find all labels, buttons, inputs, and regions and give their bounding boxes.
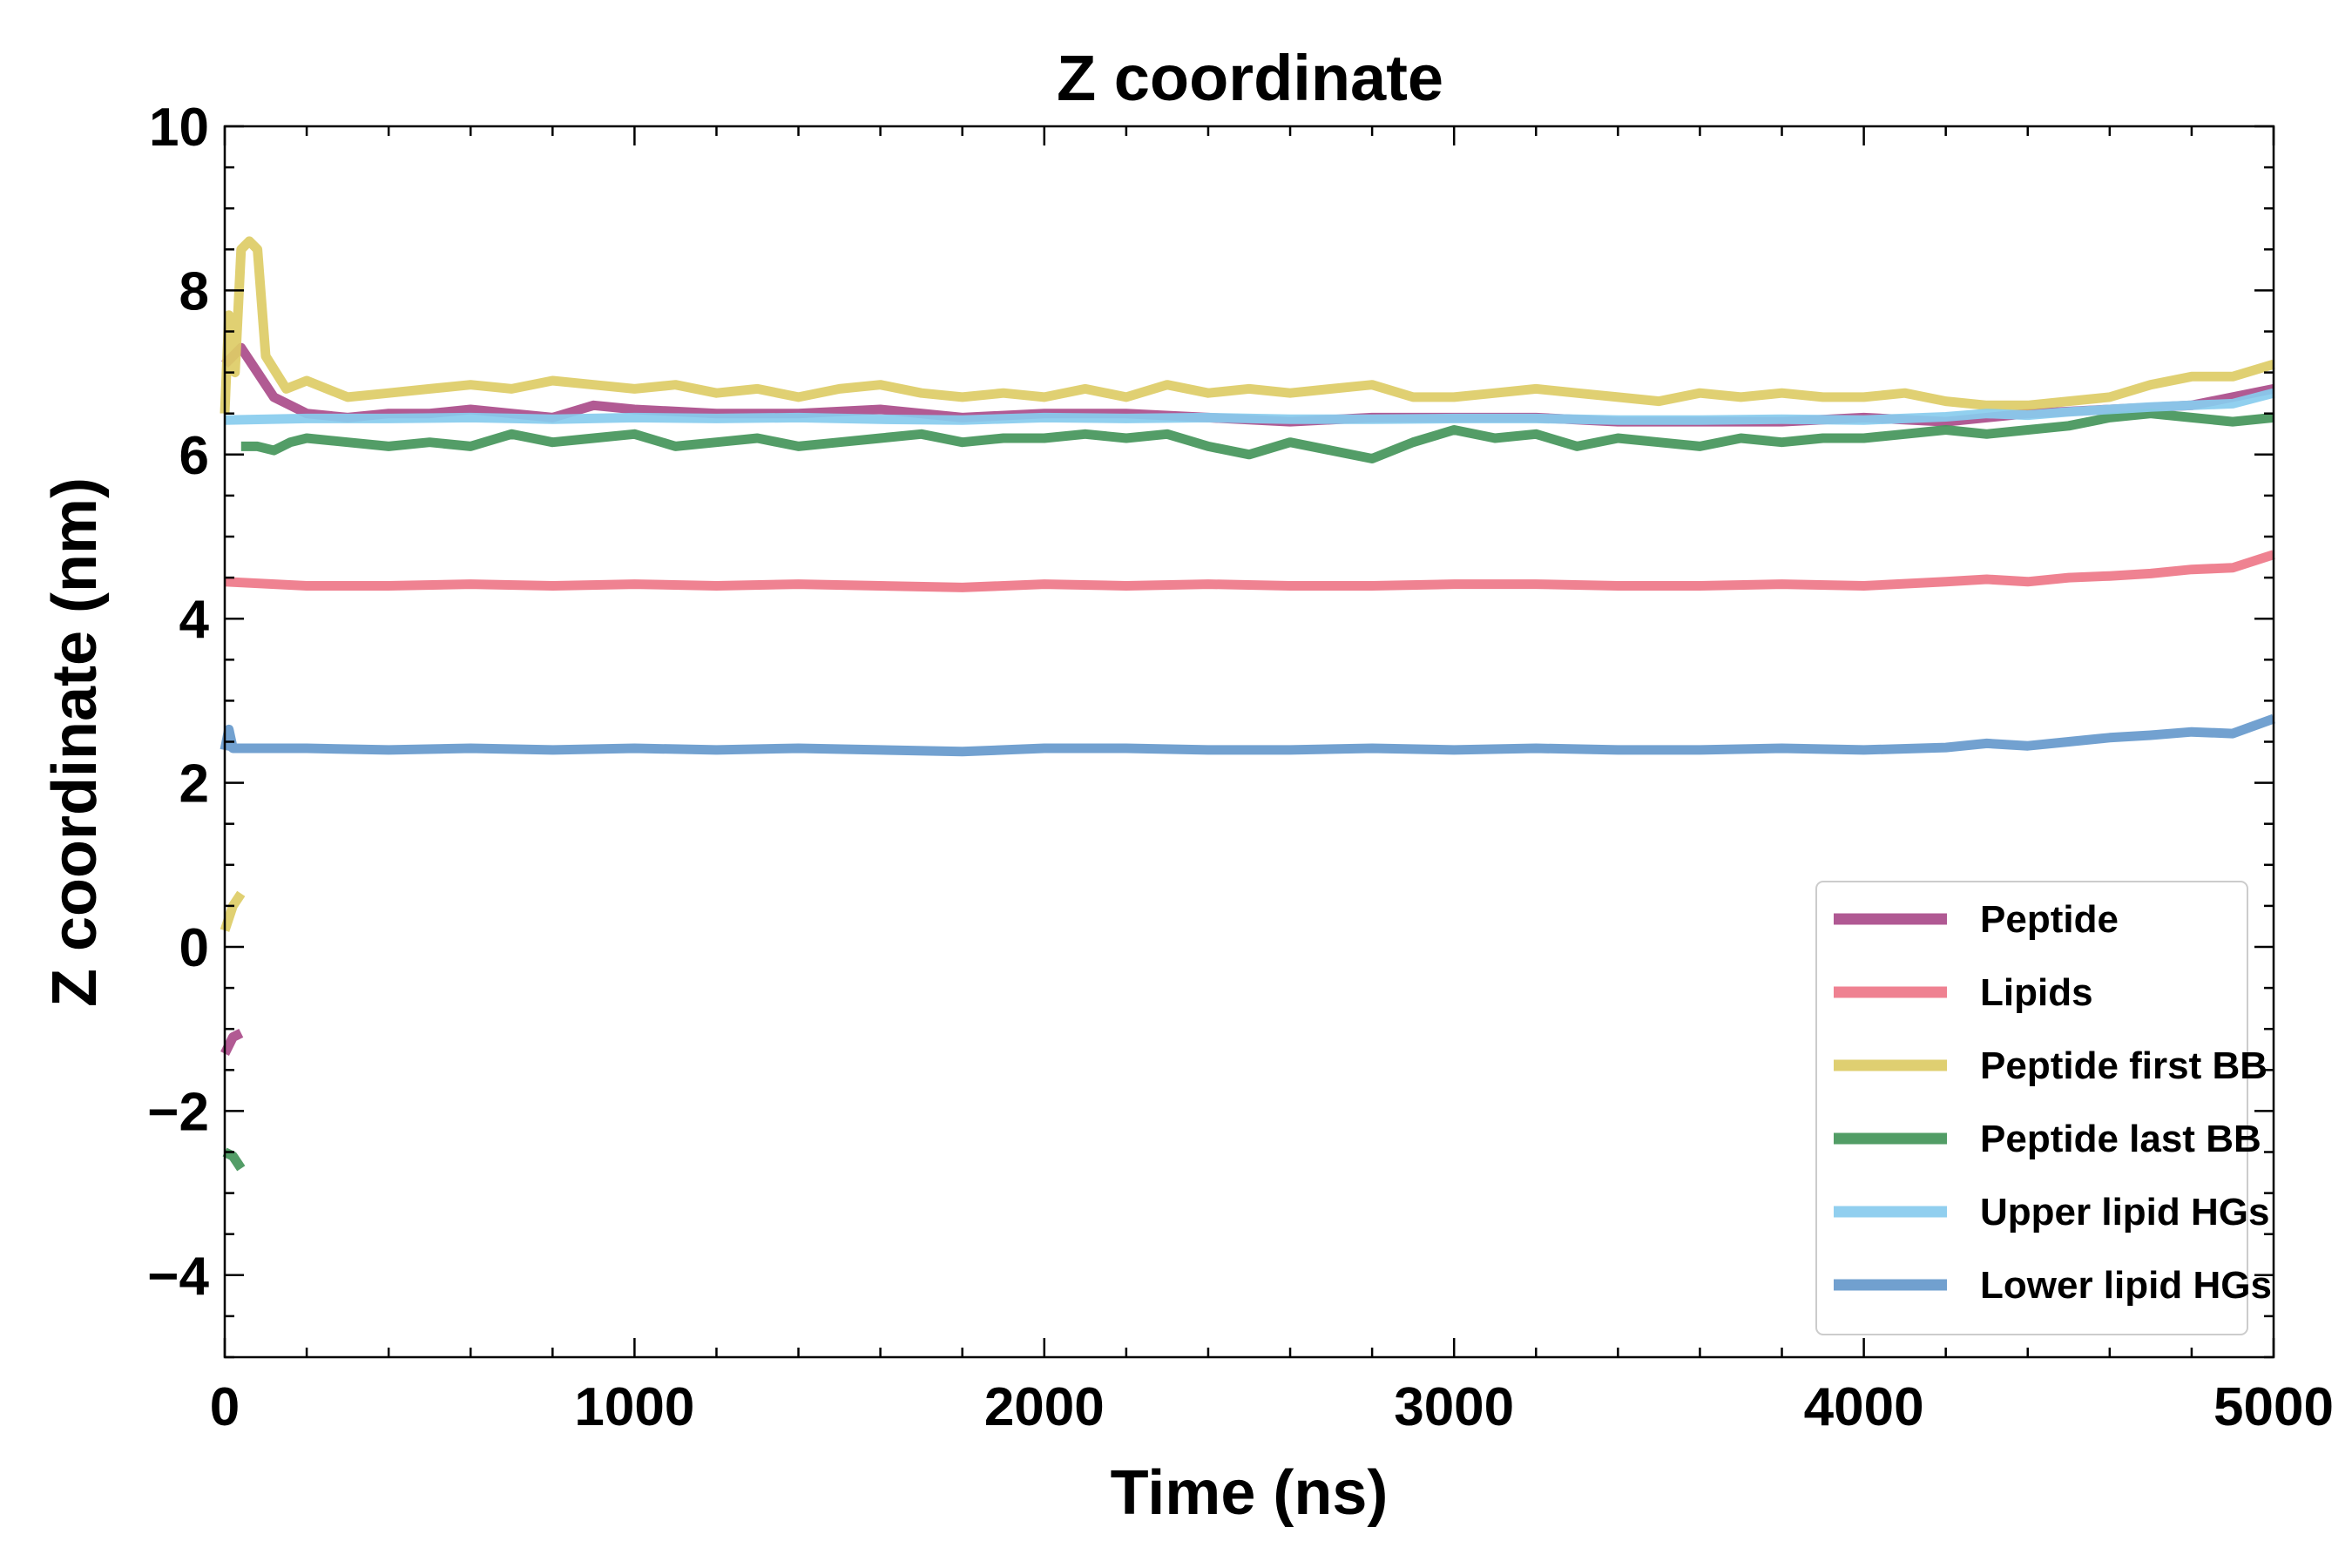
series-line-1-0 [224, 550, 2275, 592]
series-line-3-0 [222, 1147, 246, 1172]
y-tick-label: 10 [149, 98, 209, 158]
x-tick-label: 4000 [1804, 1377, 1924, 1437]
x-tick-label: 3000 [1394, 1377, 1514, 1437]
plot-frame [223, 125, 2275, 1359]
series-line-2-1 [220, 236, 2275, 414]
y-tick-label: 8 [179, 261, 209, 321]
x-axis-label: Time (ns) [1111, 1458, 1389, 1528]
x-tick-label: 2000 [984, 1377, 1105, 1437]
series-line-5-0 [220, 713, 2275, 757]
series-line-4-0 [224, 388, 2275, 425]
chart-title: Z coordinate [1057, 42, 1443, 114]
y-tick-label: 4 [179, 590, 210, 650]
y-tick-label: 6 [179, 426, 209, 486]
series-3 [222, 409, 2274, 1172]
series-line-3-1 [240, 409, 2274, 463]
y-tick-label: −4 [147, 1247, 209, 1307]
x-tick-label: 5000 [2213, 1377, 2334, 1437]
series-1 [224, 550, 2275, 592]
legend-label: Lower lipid HGs [1980, 1264, 2272, 1307]
legend-label: Peptide last BB [1980, 1118, 2261, 1160]
legend-entries: Peptide Lipids Peptide first BB Peptide las… [1834, 898, 2272, 1307]
legend-label: Upper lipid HGs [1980, 1191, 2269, 1233]
legend-label: Lipids [1980, 971, 2093, 1014]
series-line-0-0 [220, 1028, 244, 1056]
y-tick-label: 0 [179, 918, 209, 978]
series-layer [220, 236, 2275, 1172]
x-tick-label: 0 [210, 1377, 240, 1437]
series-5 [220, 713, 2275, 757]
y-tick-label: 2 [179, 754, 209, 814]
y-tick-label: −2 [147, 1082, 209, 1142]
legend: Peptide Lipids Peptide first BB Peptide las… [1815, 881, 2272, 1335]
legend-label: Peptide [1980, 898, 2119, 941]
legend-label: Peptide first BB [1980, 1044, 2268, 1087]
y-axis-label: Z coordinate (nm) [40, 477, 110, 1007]
series-4 [224, 388, 2275, 425]
x-tick-label: 1000 [574, 1377, 694, 1437]
series-line-2-0 [220, 890, 246, 932]
tick-labels-layer: 0 1000 2000 3000 4000 5000 −4 −2 0 2 4 6 8 10 [147, 98, 2334, 1437]
